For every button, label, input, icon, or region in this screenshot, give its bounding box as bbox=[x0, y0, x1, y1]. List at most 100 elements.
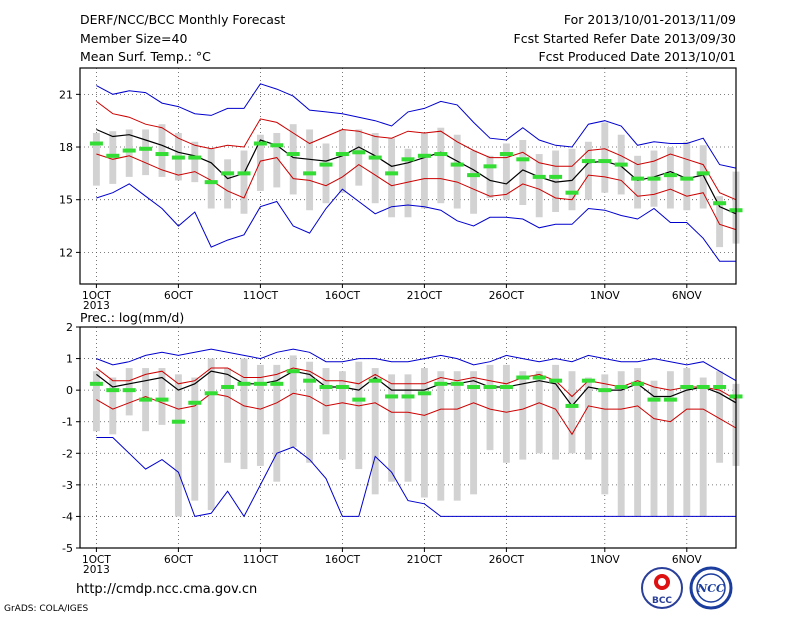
temp-observed-mark bbox=[303, 171, 317, 176]
prec-observed-mark bbox=[253, 381, 267, 386]
temp-observed-mark bbox=[450, 162, 464, 167]
temp-observed-mark bbox=[286, 152, 300, 157]
prec-observed-mark bbox=[188, 400, 202, 405]
prec-spread-box bbox=[289, 355, 297, 447]
temp-spread-box bbox=[92, 132, 100, 186]
prec-spread-box bbox=[535, 371, 543, 454]
temp-spread-box bbox=[666, 147, 674, 209]
prec-spread-box bbox=[273, 364, 281, 482]
temp-spread-box bbox=[634, 155, 642, 209]
temp-year-label: 2013 bbox=[83, 300, 110, 312]
prec-spread-box bbox=[666, 371, 674, 517]
temp-observed-mark bbox=[155, 152, 169, 157]
temp-spread-box bbox=[224, 159, 232, 209]
prec-observed-mark bbox=[614, 384, 628, 389]
source-url[interactable]: http://cmdp.ncc.cma.gov.cn bbox=[76, 582, 258, 597]
prec-spread-box bbox=[617, 371, 625, 517]
prec-spread-box bbox=[486, 364, 494, 451]
temp-spread-box bbox=[125, 129, 133, 177]
temp-lower-line bbox=[96, 153, 737, 231]
prec-observed-mark bbox=[401, 394, 415, 399]
grads-credit: GrADS: COLA/IGES bbox=[4, 604, 89, 614]
prec-year-label: 2013 bbox=[83, 564, 110, 576]
temp-observed-mark bbox=[270, 143, 284, 148]
prec-x-tick-label: 11OCT bbox=[243, 554, 279, 566]
prec-spread-box bbox=[453, 371, 461, 501]
prec-observed-mark bbox=[549, 378, 563, 383]
prec-spread-box bbox=[355, 361, 363, 470]
temp-observed-mark bbox=[680, 176, 694, 181]
prec-observed-mark bbox=[598, 388, 612, 393]
temp-observed-mark bbox=[663, 173, 677, 178]
temp-x-tick-label: 26OCT bbox=[489, 290, 525, 302]
temp-x-tick-label: 11OCT bbox=[243, 290, 279, 302]
temp-spread-box bbox=[552, 150, 560, 212]
temp-spread-box bbox=[420, 132, 428, 209]
temp-observed-mark bbox=[647, 176, 661, 181]
prec-x-tick-label: 1OCT bbox=[82, 554, 111, 566]
temp-x-tick-label: 16OCT bbox=[325, 290, 361, 302]
prec-observed-mark bbox=[335, 384, 349, 389]
prec-observed-mark bbox=[303, 378, 317, 383]
temp-spread-box bbox=[453, 134, 461, 209]
temp-x-tick-label: 6OCT bbox=[164, 290, 193, 302]
temp-spread-box bbox=[699, 145, 707, 209]
prec-observed-mark bbox=[647, 397, 661, 402]
temp-upper-line bbox=[96, 101, 737, 201]
prec-observed-mark bbox=[516, 375, 530, 380]
prec-observed-mark bbox=[663, 397, 677, 402]
prec-spread-box bbox=[699, 377, 707, 517]
temp-observed-mark bbox=[122, 148, 136, 153]
temp-spread-box bbox=[470, 150, 478, 214]
prec-mean-line bbox=[96, 370, 737, 407]
temp-observed-mark bbox=[401, 157, 415, 162]
prec-y-tick-label: 0 bbox=[66, 384, 73, 397]
temp-observed-mark bbox=[237, 171, 251, 176]
temp-spread-box bbox=[306, 129, 314, 211]
prec-min-line bbox=[96, 437, 736, 518]
prec-spread-box bbox=[322, 368, 330, 435]
prec-observed-mark bbox=[319, 384, 333, 389]
prec-observed-mark bbox=[139, 397, 153, 402]
temp-spread-box bbox=[535, 154, 543, 218]
prec-observed-mark bbox=[106, 388, 120, 393]
temp-spread-box bbox=[486, 155, 494, 198]
temp-observed-mark bbox=[549, 174, 563, 179]
temp-spread-box bbox=[338, 129, 346, 193]
prec-spread-box bbox=[437, 371, 445, 501]
prec-lower-line bbox=[96, 392, 737, 436]
temp-mean-line bbox=[96, 128, 737, 215]
prec-y-tick-label: -5 bbox=[62, 542, 73, 555]
prec-observed-mark bbox=[713, 384, 727, 389]
prec-y-tick-label: 2 bbox=[66, 321, 73, 334]
temp-observed-mark bbox=[171, 155, 185, 160]
temp-observed-mark bbox=[188, 155, 202, 160]
prec-spread-box bbox=[191, 377, 199, 501]
prec-upper-line bbox=[96, 367, 737, 401]
temp-spread-box bbox=[289, 124, 297, 195]
ncc-logo: NCC bbox=[689, 566, 733, 610]
temp-y-tick-label: 21 bbox=[59, 88, 73, 101]
temp-y-tick-label: 15 bbox=[59, 194, 73, 207]
temp-observed-mark bbox=[614, 162, 628, 167]
prec-observed-mark bbox=[89, 381, 103, 386]
prec-observed-mark bbox=[434, 381, 448, 386]
prec-spread-box bbox=[420, 368, 428, 498]
prec-spread-box bbox=[552, 364, 560, 460]
prec-spread-box bbox=[338, 371, 346, 460]
forecast-produced-date: Fcst Produced Date 2013/10/01 bbox=[538, 49, 736, 64]
temp-observed-mark bbox=[385, 171, 399, 176]
prec-frame bbox=[79, 326, 737, 549]
chart-title: DERF/NCC/BCC Monthly Forecast bbox=[80, 12, 286, 27]
prec-spread-box bbox=[519, 371, 527, 460]
prec-spread-box bbox=[306, 361, 314, 463]
temp-observed-mark bbox=[89, 141, 103, 146]
temp-y-tick-label: 18 bbox=[59, 141, 73, 154]
temp-x-tick-label: 21OCT bbox=[407, 290, 443, 302]
temp-observed-mark bbox=[352, 150, 366, 155]
temp-spread-box bbox=[683, 141, 691, 211]
prec-observed-mark bbox=[631, 381, 645, 386]
temp-observed-mark bbox=[467, 173, 481, 178]
temp-observed-mark bbox=[631, 176, 645, 181]
